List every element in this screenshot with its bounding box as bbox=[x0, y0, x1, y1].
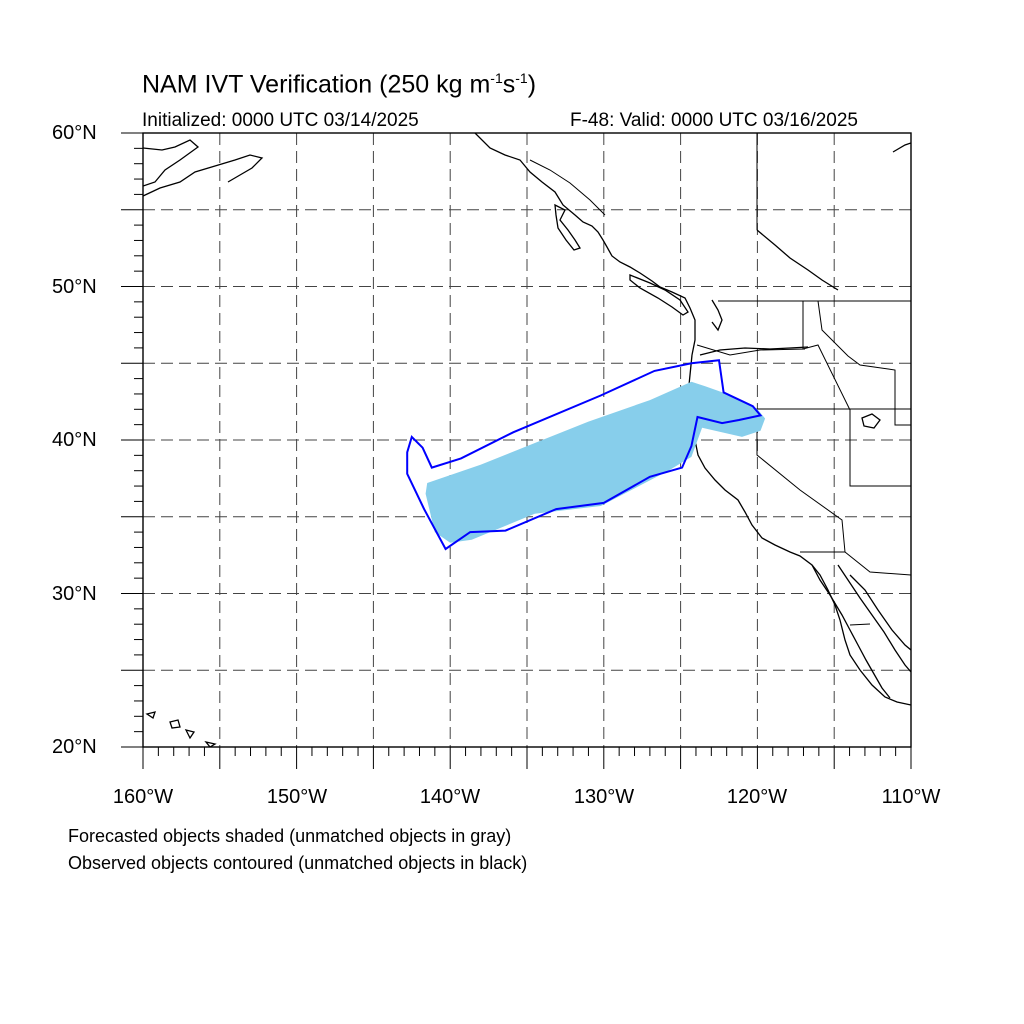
vancouver-island bbox=[629, 274, 689, 316]
political-boundaries bbox=[529, 133, 911, 626]
lat-label-20: 20°N bbox=[52, 736, 97, 758]
lat-label-60: 60°N bbox=[52, 122, 97, 144]
mexico-coast bbox=[849, 574, 911, 651]
mexico-state-border bbox=[849, 623, 871, 626]
lon-label-130w: 130°W bbox=[573, 786, 635, 808]
lon-label-160w: 160°W bbox=[112, 786, 174, 808]
state-border-nv-ut bbox=[849, 409, 911, 487]
ne-coastline bbox=[892, 142, 911, 153]
observed-note: Observed objects contoured (unmatched ob… bbox=[68, 853, 528, 873]
state-border-id bbox=[802, 301, 851, 411]
title-sup-1: -1 bbox=[490, 70, 503, 86]
bc-islands bbox=[554, 203, 581, 251]
state-border-az bbox=[844, 551, 911, 576]
title-sup-2: -1 bbox=[515, 70, 528, 86]
state-border-wa-or bbox=[696, 344, 806, 356]
title-end: ) bbox=[527, 70, 537, 99]
lon-label-110w: 110°W bbox=[881, 786, 941, 808]
bc-coastline bbox=[474, 133, 696, 356]
alaska-coastline bbox=[143, 139, 200, 187]
lat-label-40: 40°N bbox=[52, 429, 97, 451]
lon-label-150w: 150°W bbox=[266, 786, 328, 808]
puget-sound bbox=[711, 299, 723, 332]
state-border-ca-nv bbox=[756, 409, 846, 553]
lat-label-30: 30°N bbox=[52, 583, 97, 605]
lon-label-140w: 140°W bbox=[419, 786, 481, 808]
title-text: NAM IVT Verification (250 kg m bbox=[142, 70, 491, 99]
title-mid: s bbox=[502, 70, 516, 99]
baja-coastline bbox=[811, 564, 891, 699]
inland-lake-1 bbox=[861, 413, 881, 429]
initialized-time: Initialized: 0000 UTC 03/14/2025 bbox=[142, 110, 419, 131]
coastlines bbox=[143, 133, 911, 747]
state-border-mt-id bbox=[817, 300, 911, 426]
axis-ticks bbox=[121, 132, 912, 769]
alaska-coastline-2 bbox=[143, 154, 264, 197]
observed-object bbox=[406, 359, 763, 551]
forecast-object bbox=[425, 381, 766, 543]
rocky-mountain-trench bbox=[756, 229, 839, 291]
bc-alaska-border bbox=[529, 159, 606, 216]
plot-title: NAM IVT Verification (250 kg m-1s-1) bbox=[142, 70, 536, 99]
lat-lon-grid bbox=[143, 133, 911, 747]
valid-time: F-48: Valid: 0000 UTC 03/16/2025 bbox=[570, 110, 858, 131]
forecast-note: Forecasted objects shaded (unmatched obj… bbox=[68, 826, 512, 846]
lat-label-50: 50°N bbox=[52, 276, 97, 298]
lon-label-120w: 120°W bbox=[726, 786, 788, 808]
hawaii-islands bbox=[145, 711, 217, 747]
gulf-of-california bbox=[837, 564, 911, 673]
